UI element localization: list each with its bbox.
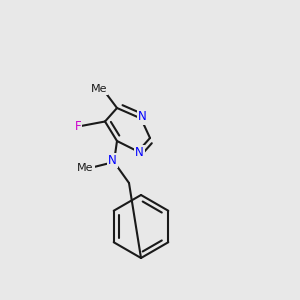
Text: N: N [138, 110, 147, 124]
Text: N: N [108, 154, 117, 167]
Text: N: N [135, 146, 144, 160]
Text: Me: Me [77, 163, 94, 173]
Text: F: F [75, 119, 81, 133]
Text: Me: Me [91, 83, 107, 94]
